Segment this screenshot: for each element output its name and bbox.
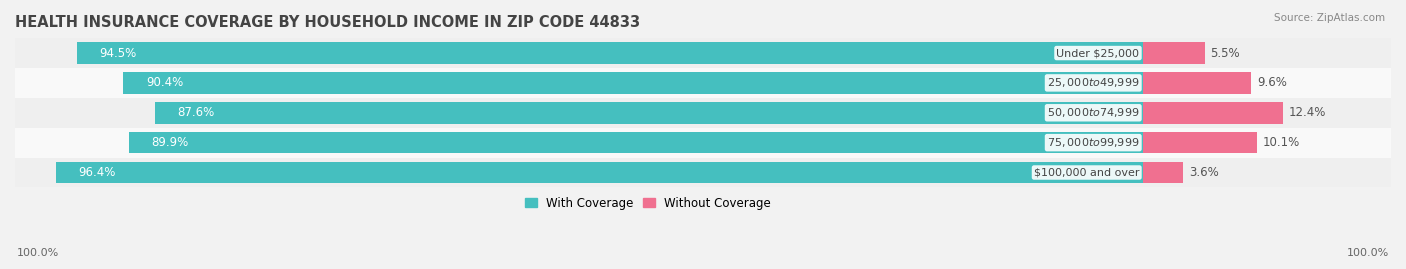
Text: 100.0%: 100.0%	[17, 248, 59, 258]
Text: 9.6%: 9.6%	[1257, 76, 1286, 89]
Bar	[1143, 72, 1251, 94]
Text: 10.1%: 10.1%	[1263, 136, 1299, 149]
Text: 94.5%: 94.5%	[100, 47, 136, 59]
Bar	[56, 162, 1143, 183]
Bar	[15, 98, 1391, 128]
Text: 100.0%: 100.0%	[1347, 248, 1389, 258]
Bar	[15, 68, 1391, 98]
Text: 90.4%: 90.4%	[146, 76, 183, 89]
Bar	[124, 72, 1143, 94]
Bar	[15, 128, 1391, 158]
Text: HEALTH INSURANCE COVERAGE BY HOUSEHOLD INCOME IN ZIP CODE 44833: HEALTH INSURANCE COVERAGE BY HOUSEHOLD I…	[15, 15, 640, 30]
Bar	[1143, 42, 1205, 64]
Bar	[15, 38, 1391, 68]
Text: $100,000 and over: $100,000 and over	[1033, 168, 1139, 178]
Bar	[1143, 132, 1257, 153]
Text: 5.5%: 5.5%	[1211, 47, 1240, 59]
Bar	[1143, 102, 1282, 123]
Text: $75,000 to $99,999: $75,000 to $99,999	[1047, 136, 1139, 149]
Text: 3.6%: 3.6%	[1189, 166, 1219, 179]
Bar	[77, 42, 1143, 64]
Bar	[155, 102, 1143, 123]
Bar	[1143, 162, 1184, 183]
Text: 96.4%: 96.4%	[79, 166, 115, 179]
Legend: With Coverage, Without Coverage: With Coverage, Without Coverage	[520, 192, 776, 214]
Text: Source: ZipAtlas.com: Source: ZipAtlas.com	[1274, 13, 1385, 23]
Text: $25,000 to $49,999: $25,000 to $49,999	[1047, 76, 1139, 89]
Text: 12.4%: 12.4%	[1288, 106, 1326, 119]
Bar	[15, 158, 1391, 187]
Text: $50,000 to $74,999: $50,000 to $74,999	[1047, 106, 1139, 119]
Text: 87.6%: 87.6%	[177, 106, 215, 119]
Bar	[129, 132, 1143, 153]
Text: 89.9%: 89.9%	[152, 136, 188, 149]
Text: Under $25,000: Under $25,000	[1056, 48, 1139, 58]
